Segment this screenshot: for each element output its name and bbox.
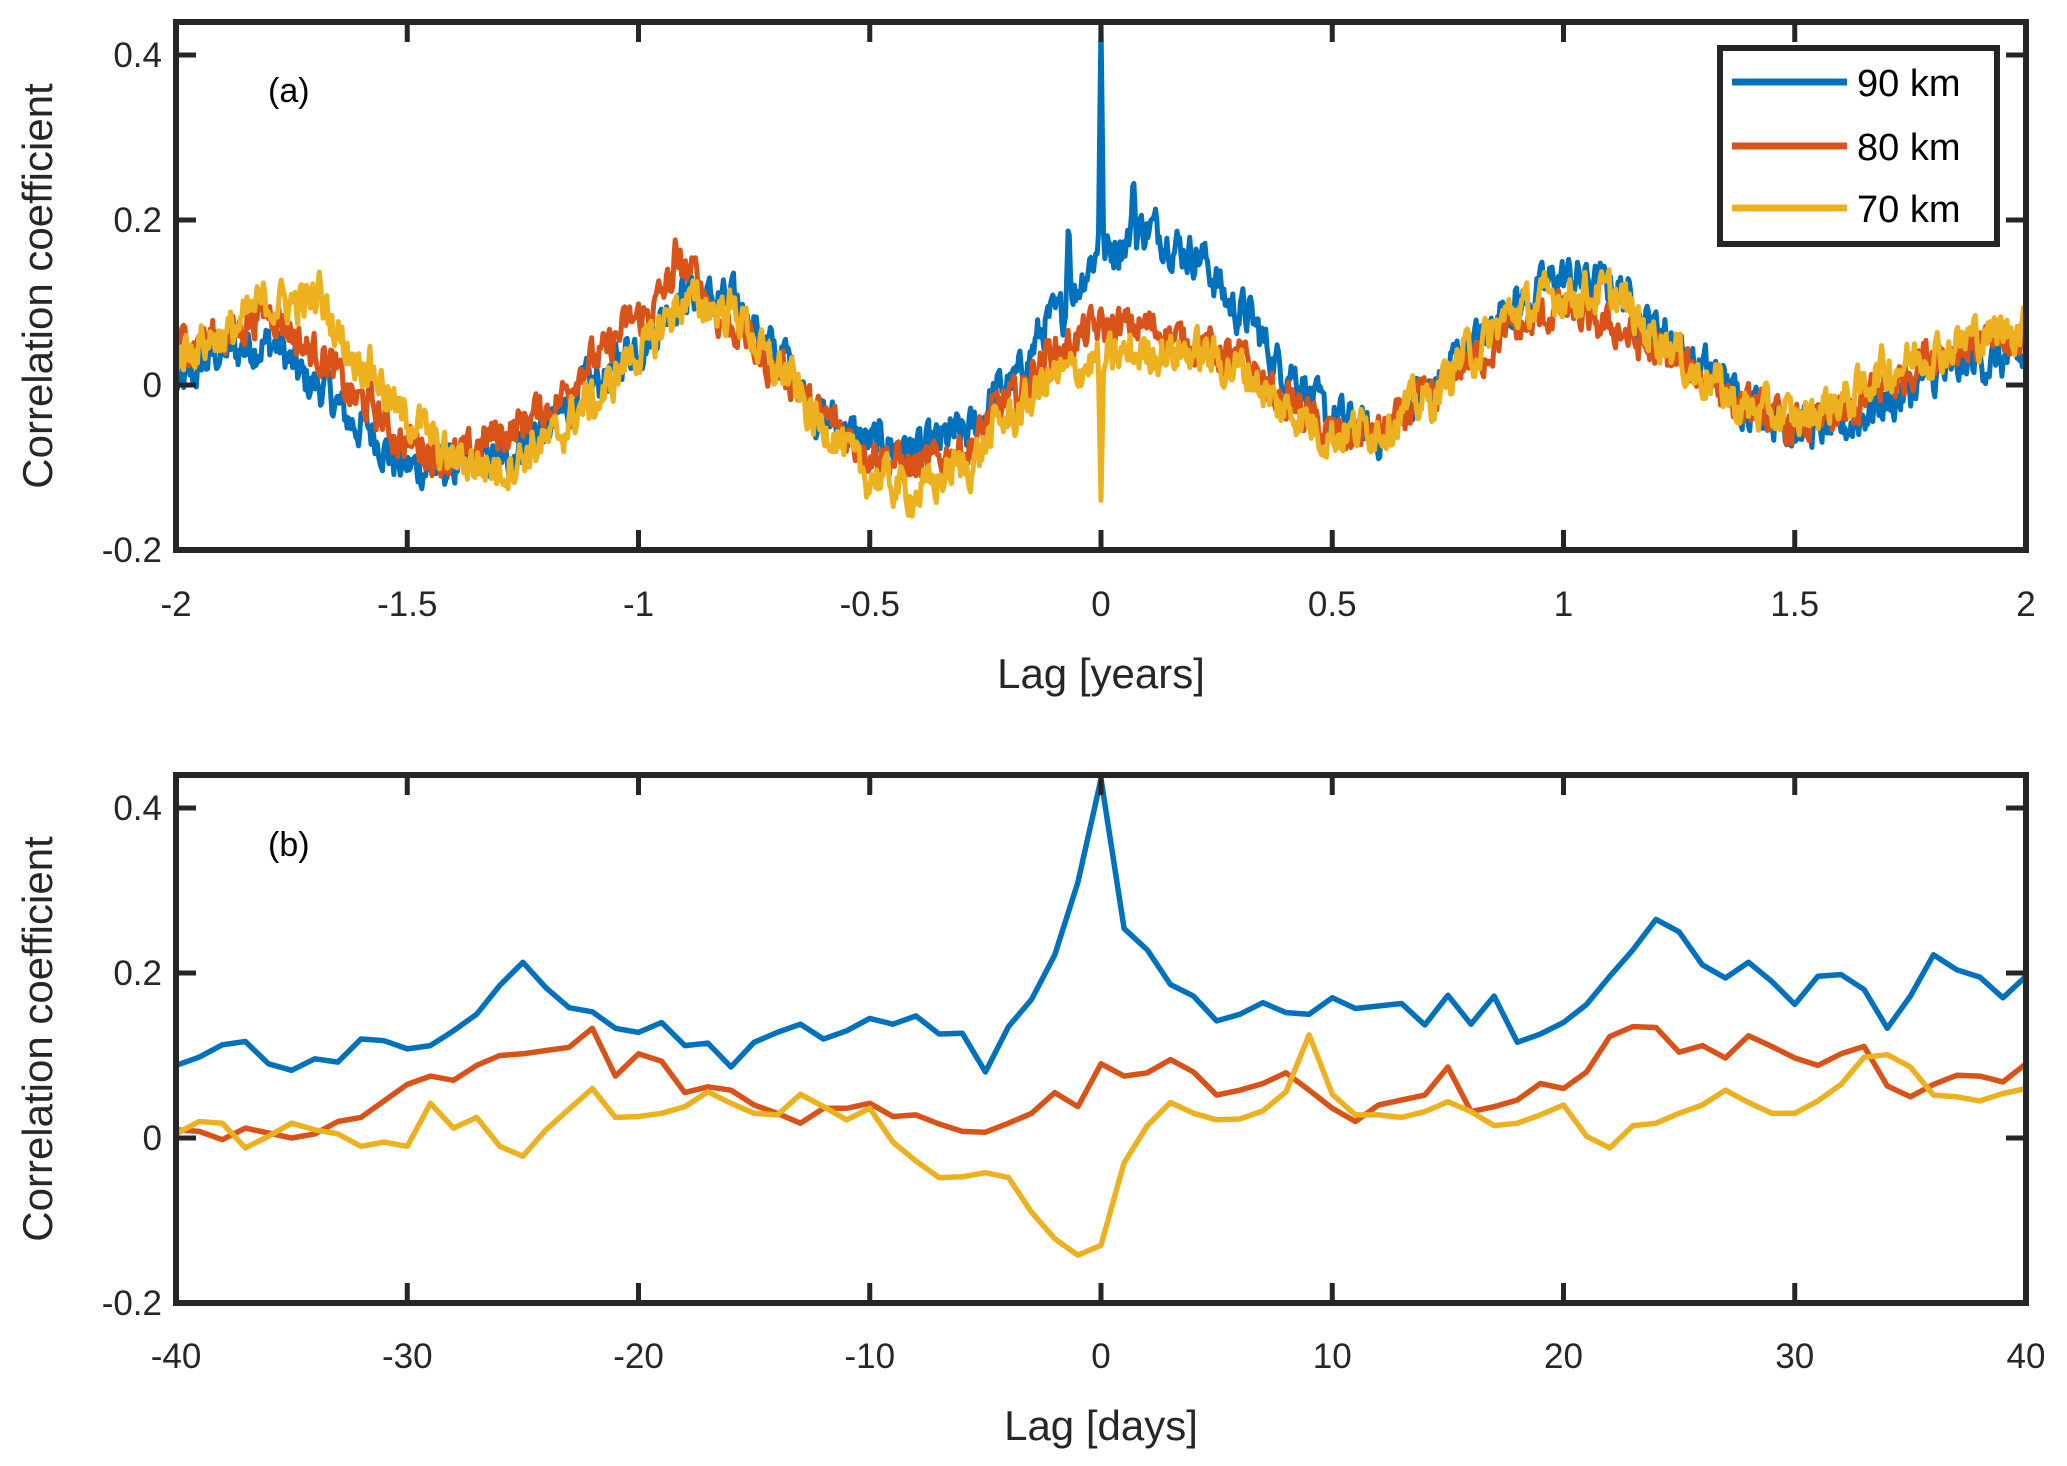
x-tick-label: 0.5 (1308, 585, 1357, 624)
panel-b-xlabel: Lag [days] (1004, 1402, 1198, 1449)
x-tick-label: 0 (1091, 585, 1110, 624)
x-tick-label: 20 (1544, 1337, 1583, 1376)
panel-b-series-layer (176, 776, 2026, 1258)
y-tick-label: -0.2 (102, 1284, 162, 1323)
panel-b-series-70km (176, 1032, 2026, 1258)
panel-b: -40 -30 -20 -10 0 10 20 30 40 -0.2 0 0.2 0.4 (b) Lag… (14, 772, 2046, 1449)
legend: 90 km 80 km 70 km (1717, 45, 2000, 247)
y-tick-label: 0.2 (113, 954, 162, 993)
legend-label-90km: 90 km (1857, 63, 1960, 105)
panel-a: -2 -1.5 -1 -0.5 0 0.5 1 1.5 2 -0.2 0 0.2 0.4 (a) Lag… (14, 19, 2036, 697)
panel-a-series-70km (176, 267, 2026, 519)
x-tick-label: -1 (623, 585, 654, 624)
x-tick-label: 30 (1775, 1337, 1814, 1376)
panel-a-ylabel: Correlation coefficient (14, 83, 61, 489)
y-tick-label: 0.2 (113, 201, 162, 240)
x-tick-label: -10 (844, 1337, 895, 1376)
panel-b-series-80km (176, 1023, 2026, 1143)
x-tick-label: -40 (151, 1337, 202, 1376)
x-tick-label: -30 (382, 1337, 433, 1376)
legend-label-80km: 80 km (1857, 127, 1960, 169)
y-tick-label: 0.4 (113, 36, 162, 75)
y-tick-label: 0 (143, 366, 162, 405)
panel-a-series-layer (176, 22, 2026, 519)
y-tick-label: -0.2 (102, 531, 162, 570)
panel-b-series-90km (176, 776, 2026, 1075)
panel-a-tag: (a) (268, 72, 310, 110)
panel-a-xlabel: Lag [years] (997, 650, 1205, 697)
x-tick-label: -20 (613, 1337, 664, 1376)
x-tick-label: 1 (1554, 585, 1573, 624)
x-tick-label: 2 (2016, 585, 2035, 624)
panel-b-ticks: -40 -30 -20 -10 0 10 20 30 40 -0.2 0 0.2 0.4 (102, 775, 2046, 1376)
y-tick-label: 0 (143, 1119, 162, 1158)
x-tick-label: 10 (1313, 1337, 1352, 1376)
y-tick-label: 0.4 (113, 789, 162, 828)
x-tick-label: 1.5 (1770, 585, 1819, 624)
panel-a-ticks: -2 -1.5 -1 -0.5 0 0.5 1 1.5 2 -0.2 0 0.2 0.4 (102, 22, 2036, 624)
panel-b-tag: (b) (268, 826, 310, 864)
panel-b-ylabel: Correlation coefficient (14, 836, 61, 1242)
panel-a-series-80km (176, 237, 2026, 486)
x-tick-label: 0 (1091, 1337, 1110, 1376)
x-tick-label: -1.5 (377, 585, 437, 624)
x-tick-label: -2 (160, 585, 191, 624)
legend-label-70km: 70 km (1857, 189, 1960, 231)
x-tick-label: -0.5 (840, 585, 900, 624)
x-tick-label: 40 (2007, 1337, 2046, 1376)
